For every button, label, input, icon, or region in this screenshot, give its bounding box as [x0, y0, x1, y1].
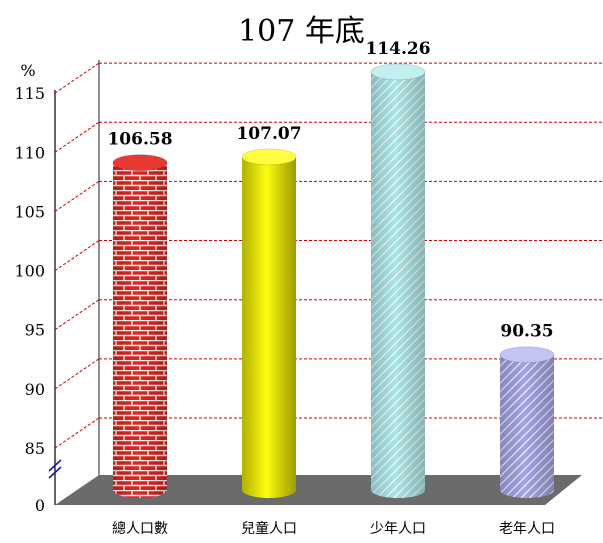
gridline-diagonal [54, 62, 100, 94]
data-label: 107.07 [236, 124, 301, 144]
x-tick-label: 少年人口 [370, 521, 426, 537]
gridline-diagonal [54, 121, 100, 153]
chart-title: 107 年底 [238, 14, 365, 49]
bar-shading [242, 156, 296, 498]
y-axis-unit: % [20, 61, 35, 80]
y-tick-label: 85 [25, 439, 45, 458]
bar-shading [500, 354, 554, 498]
y-tick-label: 0 [35, 496, 45, 515]
gridline-diagonal [54, 299, 100, 331]
x-tick-label: 老年人口 [499, 521, 555, 537]
gridline-diagonal [54, 180, 100, 212]
bar-top [370, 63, 426, 81]
bar-4 [499, 346, 555, 498]
axis-break-mark [48, 459, 62, 472]
bar-1 [112, 154, 168, 498]
gridline-diagonal [54, 358, 100, 390]
chart-floor [55, 475, 582, 505]
bar-top [499, 346, 555, 364]
x-tick-label: 兒童人口 [241, 520, 297, 537]
y-tick-label: 95 [25, 321, 45, 340]
y-tick-label: 105 [14, 202, 45, 221]
axis-break-mark [48, 466, 62, 479]
y-tick-label: 110 [14, 143, 45, 162]
bar-top [112, 154, 168, 172]
x-tick-label: 總人口數 [112, 520, 168, 537]
y-tick-label: 115 [14, 84, 45, 103]
bar-shading [113, 162, 167, 498]
bar-top [241, 148, 297, 166]
y-tick-label: 90 [25, 380, 45, 399]
y-tick-label: 100 [14, 262, 45, 281]
bar-2 [241, 148, 297, 498]
gridline-diagonal [54, 417, 100, 449]
data-label: 90.35 [500, 322, 553, 342]
data-label: 114.26 [365, 39, 430, 59]
data-label: 106.58 [107, 130, 172, 150]
bar-3 [370, 63, 426, 499]
gridline-diagonal [54, 240, 100, 271]
bar-shading [371, 71, 425, 499]
